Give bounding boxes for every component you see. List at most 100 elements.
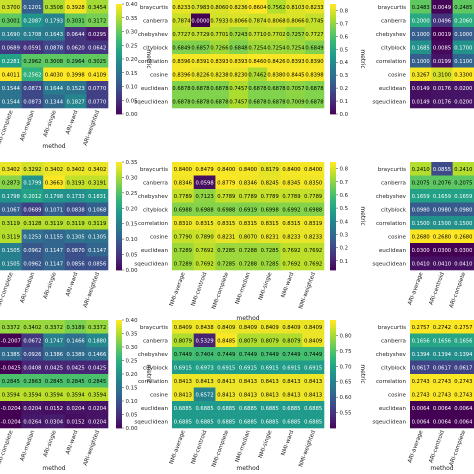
cell-value-label: 0.0295 — [88, 32, 106, 38]
heatmap-cell — [191, 40, 211, 55]
heatmap-cell — [431, 162, 453, 176]
colorbar-segment — [330, 89, 336, 93]
cell-value-label: 0.1389 — [67, 352, 85, 358]
cell-value-label: 0.1690 — [2, 32, 20, 38]
colorbar-segment — [330, 45, 336, 49]
colorbar-segment — [116, 218, 122, 222]
cell-value-label: 0.0200 — [454, 86, 472, 92]
colorbar-segment — [330, 178, 336, 182]
heatmap-cell — [0, 189, 22, 203]
cell-value-label: 0.7692 — [304, 248, 322, 254]
heatmap-cell — [280, 162, 303, 176]
cell-value-label: 0.8413 — [174, 379, 192, 385]
cell-value-label: 0.7789 — [217, 194, 235, 200]
cell-value-label: 0.7562 — [267, 5, 285, 11]
cell-value-label: 0.1394 — [433, 352, 452, 358]
cell-value-label: 0.7789 — [174, 194, 192, 200]
heatmap-cell — [215, 387, 238, 402]
colorbar-segment — [116, 170, 122, 174]
cell-value-label: 0.2743 — [433, 379, 451, 385]
heatmap-cell — [193, 229, 216, 244]
colorbar-segment — [330, 395, 336, 399]
colorbar-segment — [116, 26, 122, 30]
cell-value-label: 0.8393 — [229, 59, 247, 65]
colorbar-segment — [116, 325, 122, 329]
colorbar-segment — [330, 374, 336, 378]
cell-value-label: 0.7449 — [239, 352, 257, 358]
cell-value-label: 0.7457 — [229, 86, 247, 92]
colorbar-segment — [116, 226, 122, 230]
cell-value-label: 0.3402 — [67, 167, 85, 173]
cell-value-label: 0.7462 — [248, 72, 266, 78]
heatmap-cell — [258, 229, 281, 244]
cell-value-label: 0.8426 — [267, 59, 285, 65]
heatmap-cell — [248, 40, 268, 55]
cell-value-label: 0.6878 — [248, 86, 266, 92]
cell-value-label: 0.1466 — [67, 338, 85, 344]
heatmap-cell — [172, 94, 192, 109]
colorbar-segment — [330, 86, 336, 90]
heatmap-cell — [86, 189, 109, 203]
column-tick-label: ARI-average — [407, 429, 425, 464]
heatmap-cell — [172, 347, 195, 361]
colorbar-segment — [330, 256, 336, 260]
cell-value-label: 0.1831 — [88, 194, 106, 200]
colorbar-segment — [116, 172, 122, 176]
heatmap-cell — [193, 414, 216, 429]
colorbar-segment — [116, 232, 122, 236]
colorbar-segment — [330, 371, 336, 375]
heatmap-cell — [86, 229, 109, 244]
heatmap-cell — [64, 202, 87, 217]
colorbar-tick-label: 0.25 — [126, 191, 138, 197]
colorbar-segment — [330, 6, 336, 10]
cell-value-label: 0.3454 — [88, 5, 107, 11]
cell-value-label: 0.6878 — [305, 99, 323, 105]
colorbar-segment — [116, 333, 122, 337]
colorbar-tick-label: 0.5 — [340, 47, 349, 53]
cell-value-label: 0.8409 — [304, 338, 322, 344]
cell-value-label: 0.2845 — [67, 379, 85, 385]
colorbar-segment — [116, 347, 122, 351]
colorbar-tick-label: 0.2 — [340, 86, 349, 92]
heatmap-cell — [193, 243, 216, 257]
heatmap-cell — [0, 162, 22, 176]
cell-value-label: 0.1659 — [412, 194, 430, 200]
cell-value-label: 0.8396 — [172, 72, 190, 78]
colorbar-segment — [116, 237, 122, 241]
colorbar-segment — [330, 387, 336, 391]
cell-value-label: 0.1827 — [67, 99, 85, 105]
heatmap-cell — [305, 13, 325, 28]
heatmap-cell — [258, 401, 281, 415]
cell-value-label: 0.6988 — [304, 207, 322, 213]
cell-value-label: 0.3594 — [88, 392, 107, 398]
heatmap-cell — [452, 414, 474, 429]
cell-value-label: 0.8079 — [261, 338, 279, 344]
heatmap-cell — [302, 347, 325, 361]
heatmap-cell — [43, 320, 66, 334]
heatmap-cell — [452, 360, 474, 375]
row-tick-label: chebyshev — [138, 352, 169, 358]
column-tick-label: NMI-complete — [211, 429, 230, 468]
cell-value-label: 0.1385 — [2, 352, 20, 358]
cell-value-label: 0.3031 — [67, 18, 85, 24]
colorbar-segment — [330, 352, 336, 356]
colorbar-segment — [330, 240, 336, 244]
heatmap-cell — [431, 229, 453, 244]
heatmap-cell — [43, 401, 66, 415]
cell-value-label: 0.6988 — [217, 207, 235, 213]
cell-value-label: 0.1147 — [88, 248, 106, 254]
heatmap-cell — [267, 13, 287, 28]
cell-value-label: 0.7266 — [210, 45, 228, 51]
colorbar-segment — [330, 105, 336, 109]
colorbar-tick-label: 0.4 — [340, 60, 349, 66]
colorbar-segment — [330, 108, 336, 112]
colorbar-segment — [330, 92, 336, 96]
colorbar-segment — [116, 328, 122, 332]
heatmap-cell — [43, 0, 66, 14]
heatmap-cell — [410, 162, 432, 176]
cell-value-label: 0.7727 — [305, 32, 323, 38]
cell-value-label: 0.7288 — [239, 261, 257, 267]
heatmap-cell — [0, 243, 22, 257]
heatmap-cell — [193, 387, 216, 402]
colorbar-segment — [116, 355, 122, 359]
